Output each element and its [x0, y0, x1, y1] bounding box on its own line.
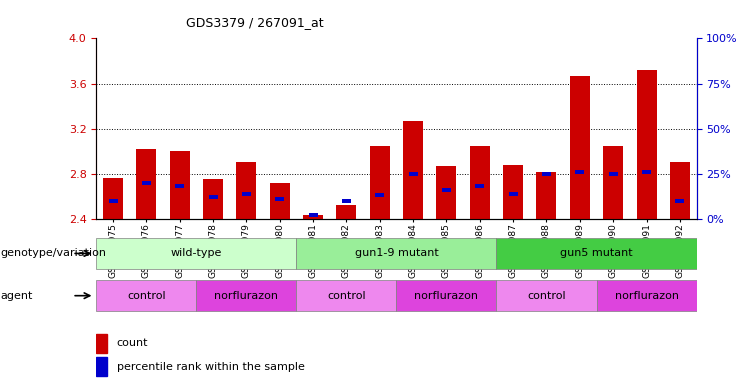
Bar [670, 162, 690, 219]
Bar [542, 172, 551, 176]
Bar [170, 151, 190, 219]
Bar [236, 162, 256, 219]
Text: control: control [527, 291, 566, 301]
Bar [470, 146, 490, 219]
Bar [396, 280, 496, 311]
Bar [637, 70, 657, 219]
Bar [296, 280, 396, 311]
Bar [408, 172, 418, 176]
Text: gun1-9 mutant: gun1-9 mutant [354, 248, 439, 258]
Text: GDS3379 / 267091_at: GDS3379 / 267091_at [187, 16, 324, 29]
Bar [203, 179, 223, 219]
Bar [242, 192, 251, 195]
Bar [108, 199, 118, 203]
Bar [275, 197, 285, 201]
Bar [675, 199, 685, 203]
Text: count: count [117, 338, 148, 348]
Bar [475, 184, 485, 189]
Bar [370, 146, 390, 219]
Bar [303, 215, 323, 219]
Text: norflurazon: norflurazon [614, 291, 679, 301]
Bar [608, 172, 618, 176]
Bar [603, 146, 623, 219]
Bar [136, 149, 156, 219]
Bar [175, 184, 185, 189]
Text: agent: agent [0, 291, 33, 301]
Text: norflurazon: norflurazon [214, 291, 279, 301]
Bar [642, 170, 651, 174]
Bar [575, 170, 585, 174]
Text: genotype/variation: genotype/variation [0, 248, 106, 258]
Bar [96, 238, 296, 269]
Bar [503, 165, 523, 219]
Bar [570, 76, 590, 219]
Bar [208, 195, 218, 199]
Bar [142, 181, 151, 185]
Bar [436, 166, 456, 219]
Bar [342, 199, 351, 203]
Bar [96, 334, 107, 353]
Bar [403, 121, 423, 219]
Bar [375, 194, 385, 197]
Bar [536, 172, 556, 219]
Text: control: control [127, 291, 166, 301]
Bar [508, 192, 518, 195]
Bar [103, 178, 123, 219]
Bar [96, 280, 196, 311]
Text: wild-type: wild-type [170, 248, 222, 258]
Bar [496, 238, 697, 269]
Bar [496, 280, 597, 311]
Text: gun5 mutant: gun5 mutant [560, 248, 633, 258]
Bar [308, 213, 318, 217]
Bar [96, 357, 107, 376]
Text: control: control [327, 291, 366, 301]
Bar [442, 188, 451, 192]
Bar [336, 205, 356, 219]
Bar [196, 280, 296, 311]
Bar [597, 280, 697, 311]
Bar [270, 183, 290, 219]
Bar [296, 238, 496, 269]
Text: norflurazon: norflurazon [414, 291, 479, 301]
Text: percentile rank within the sample: percentile rank within the sample [117, 362, 305, 372]
